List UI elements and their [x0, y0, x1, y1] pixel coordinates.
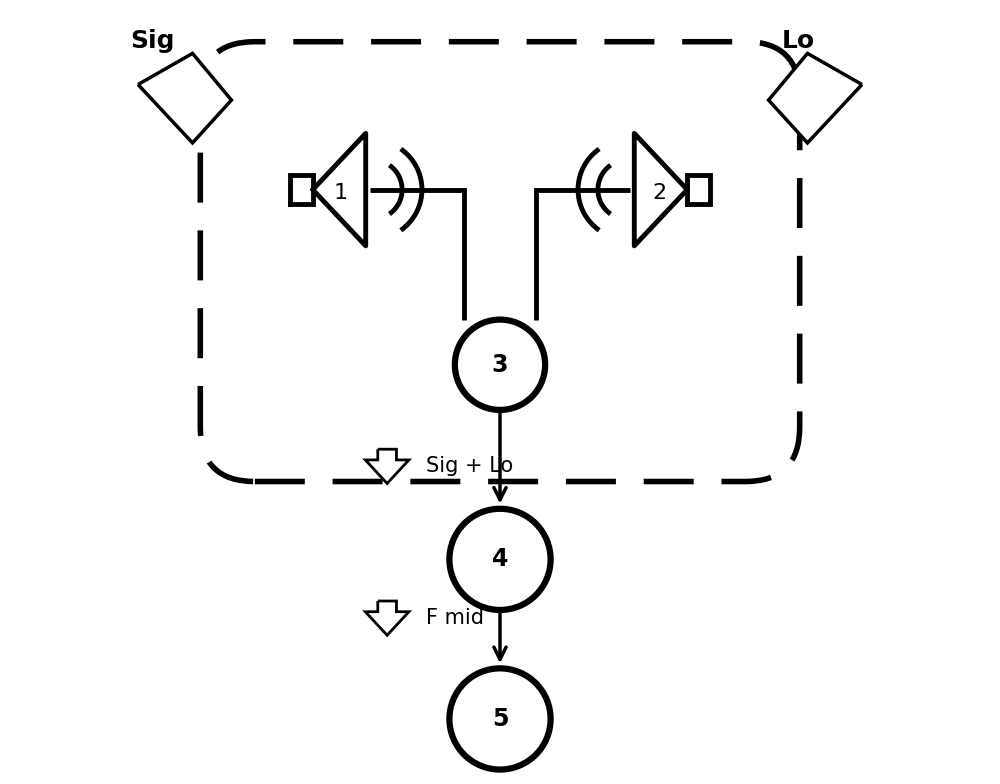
Text: 1: 1 [333, 183, 347, 204]
Text: 4: 4 [492, 547, 508, 572]
Polygon shape [634, 133, 687, 246]
Polygon shape [138, 53, 231, 143]
Polygon shape [365, 601, 409, 635]
Text: 2: 2 [653, 183, 667, 204]
Text: Sig: Sig [130, 29, 175, 53]
Polygon shape [313, 133, 366, 246]
Polygon shape [290, 175, 313, 205]
Text: Lo: Lo [782, 29, 815, 53]
Polygon shape [769, 53, 862, 143]
Polygon shape [687, 175, 710, 205]
Text: F mid: F mid [426, 608, 484, 628]
Ellipse shape [449, 509, 551, 610]
Text: 3: 3 [492, 353, 508, 377]
Ellipse shape [455, 320, 545, 410]
Text: 5: 5 [492, 707, 508, 731]
Ellipse shape [449, 668, 551, 770]
Text: Sig + Lo: Sig + Lo [426, 456, 513, 476]
Polygon shape [365, 449, 409, 484]
